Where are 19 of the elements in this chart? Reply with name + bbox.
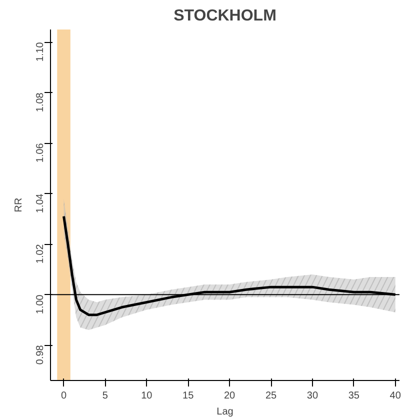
- x-axis-title: Lag: [216, 406, 234, 418]
- x-tick-label: 5: [102, 390, 108, 402]
- y-tick-label: 1.00: [35, 294, 46, 314]
- x-tick-label: 40: [390, 390, 402, 402]
- y-tick-label: 0.98: [35, 344, 46, 365]
- x-tick-label: 30: [306, 390, 318, 402]
- chart-title: STOCKHOLM: [174, 8, 276, 24]
- x-tick-label: 20: [224, 390, 236, 402]
- x-tick-label: 15: [182, 390, 194, 402]
- y-axis-title: RR: [14, 198, 24, 212]
- x-tick-label: 35: [348, 390, 360, 402]
- y-tick-label: 1.04: [35, 193, 46, 214]
- y-tick-label: 1.02: [35, 244, 46, 264]
- x-tick-label: 0: [60, 390, 67, 402]
- x-tick-label: 25: [265, 390, 278, 402]
- x-tick-label: 10: [141, 390, 153, 402]
- y-tick-label: 1.06: [35, 142, 46, 163]
- y-tick-label: 1.08: [35, 92, 46, 112]
- y-tick-label: 1.10: [35, 42, 46, 62]
